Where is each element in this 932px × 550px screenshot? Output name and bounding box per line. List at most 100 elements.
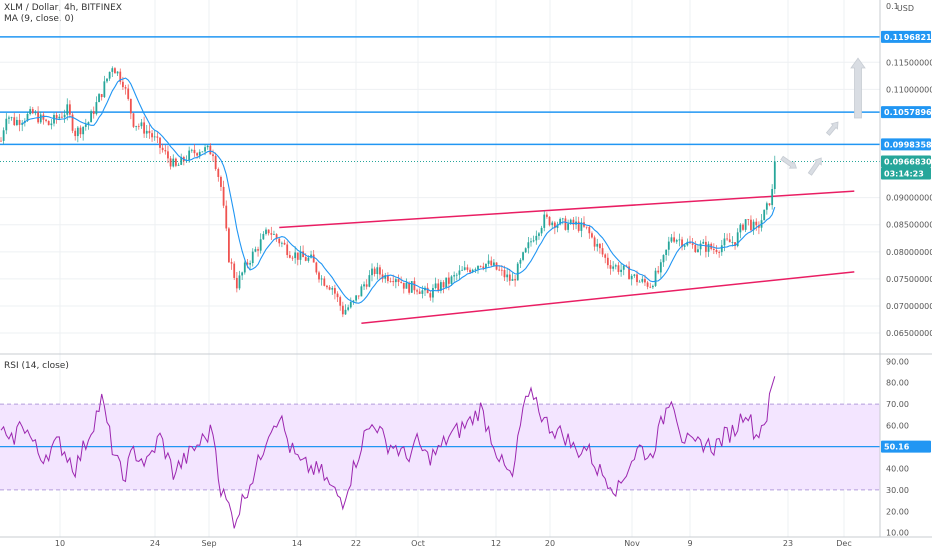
candle-body [514,279,516,281]
candle-body [765,203,768,210]
candle-body [368,275,371,287]
rsi-band-layer [0,403,880,491]
candle-body [442,282,445,288]
candle-body [712,248,715,250]
candle-body [599,243,601,249]
candle-body [636,274,638,283]
candle-body [334,288,336,294]
candle-body [397,279,400,282]
candle-body [230,262,233,264]
candle-body [228,228,230,263]
candle-body [471,269,474,273]
time-tick-label: 23 [783,539,793,548]
candle-body [312,254,315,263]
currency-label: USD [897,4,914,13]
candle-body [270,233,273,235]
candle-body [535,235,538,241]
candle-body [522,252,524,260]
candle-body [588,227,591,234]
time-tick-label: 9 [687,539,692,548]
candle-body [561,218,564,220]
price-tick-label: 0.09000000 [886,194,932,203]
candle-body [538,233,540,236]
candle-body [132,113,135,127]
candle-body [577,221,580,231]
candle-body [259,239,262,251]
candle-body [376,267,379,275]
time-tick-label: 10 [55,539,65,548]
candle-body [707,243,710,252]
candle-body [681,239,683,247]
candle-body [572,219,575,225]
candle-body [485,263,487,269]
candle-body [384,275,387,279]
rsi-layer [0,376,776,529]
candle-body [742,224,744,230]
candle-body [392,281,395,283]
last-price-tag-text: 0.09668300 [884,157,932,166]
projection-arrow-shape [780,155,797,169]
candle-body [752,221,755,231]
candle-body [718,252,721,253]
candle-body [220,176,222,187]
candle-body [591,233,593,238]
candle-body [267,229,270,234]
candle-body [90,111,92,123]
candle-body [262,233,265,240]
candle-body [567,223,569,230]
candle-body [694,244,697,253]
candle-body [667,241,670,250]
candle-body [53,114,55,124]
candle-body [532,240,535,242]
candle-body [82,126,85,135]
candle-body [498,269,501,271]
candle-body [662,254,665,263]
candle-body [95,102,98,115]
candle-body [728,239,731,243]
candle-body [286,244,289,256]
candle-body [516,263,519,281]
price-tick-label: 0.08000000 [886,248,932,257]
candle-body [652,285,654,288]
candle-body [124,87,127,89]
candle-body [212,154,214,157]
candle-body [654,270,657,286]
candle-body [156,136,159,138]
candle-body [503,270,506,278]
projection-arrow-shape [807,157,822,176]
candle-body [487,260,490,264]
candle-body [172,158,175,167]
candle-body [556,224,559,228]
rsi-value-tag-text: 50.16 [884,443,910,452]
candle-body [628,266,630,280]
candle-body [209,145,212,155]
time-tick-label: Dec [836,539,851,548]
candle-body [726,238,728,240]
chart-title: XLM / Dollar, 4h, BITFINEX [4,3,122,13]
candle-body [241,272,244,276]
candle-body [458,270,461,275]
candle-body [201,151,204,153]
price-tags-layer: 0.11968214 0.10578961 0.09983587 0.09668300… [881,30,932,453]
candle-body [548,216,551,226]
candle-body [482,266,485,269]
candle-body [225,205,228,229]
candle-body [689,241,691,244]
candle-body [447,277,450,284]
candle-body [8,117,10,119]
candle-body [551,222,554,226]
candle-body [188,150,191,161]
candle-body [206,145,209,148]
candle-body [493,262,495,266]
candle-body [410,281,413,293]
candle-body [440,282,442,291]
candle-body [699,243,702,250]
candle-body [750,219,752,231]
candle-body [614,265,617,267]
time-tick-label: 14 [292,539,302,548]
candle-body [394,279,397,283]
candle-body [323,278,326,286]
candle-body [644,279,646,283]
